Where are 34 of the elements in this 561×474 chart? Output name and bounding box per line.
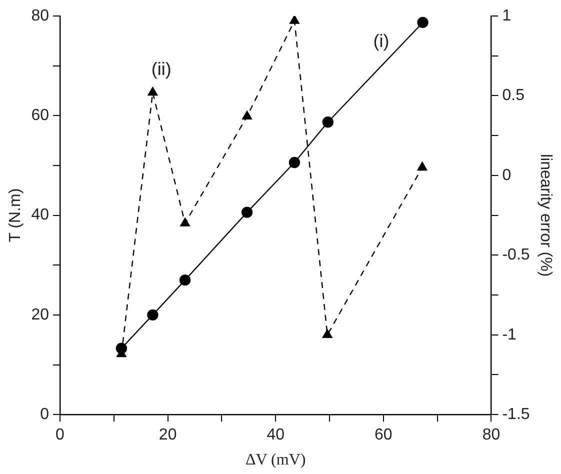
annotation: (ii): [151, 58, 172, 79]
point: [322, 329, 332, 338]
x-tick-label: 80: [482, 426, 500, 444]
point: [417, 16, 428, 28]
y2-axis-title: linearity error (%): [536, 154, 554, 277]
point: [147, 309, 158, 321]
x-tick-label: 20: [158, 426, 177, 444]
y-tick-label: 80: [31, 7, 50, 24]
point: [242, 110, 252, 120]
y-axis-title: T (N.m): [7, 188, 24, 242]
point: [116, 342, 128, 354]
y-tick-label: 40: [31, 206, 50, 224]
y-tick-label: 60: [31, 107, 50, 124]
point: [179, 274, 191, 286]
y-tick-label: 20: [31, 306, 50, 324]
y2-tick-label: 0.5: [502, 87, 525, 104]
point: [288, 156, 300, 168]
x-tick-label: 60: [374, 426, 392, 444]
y2-tick-label: 0: [502, 166, 512, 184]
point: [417, 162, 428, 171]
point: [148, 86, 158, 96]
y2-tick-label: -0.5: [502, 246, 530, 264]
point: [322, 116, 334, 128]
y2-tick-label: -1: [502, 326, 517, 344]
y2-tick-label: -1.5: [502, 406, 530, 424]
point: [180, 218, 190, 226]
y2-tick-label: 1: [502, 7, 512, 24]
annotation: (i): [373, 30, 390, 51]
x-tick-label: 40: [266, 426, 285, 444]
y-tick-label: 0: [40, 406, 50, 424]
point: [241, 206, 253, 218]
point: [290, 16, 300, 24]
x-axis-title: ΔV (mV): [246, 452, 306, 469]
x-tick-label: 0: [56, 426, 65, 444]
